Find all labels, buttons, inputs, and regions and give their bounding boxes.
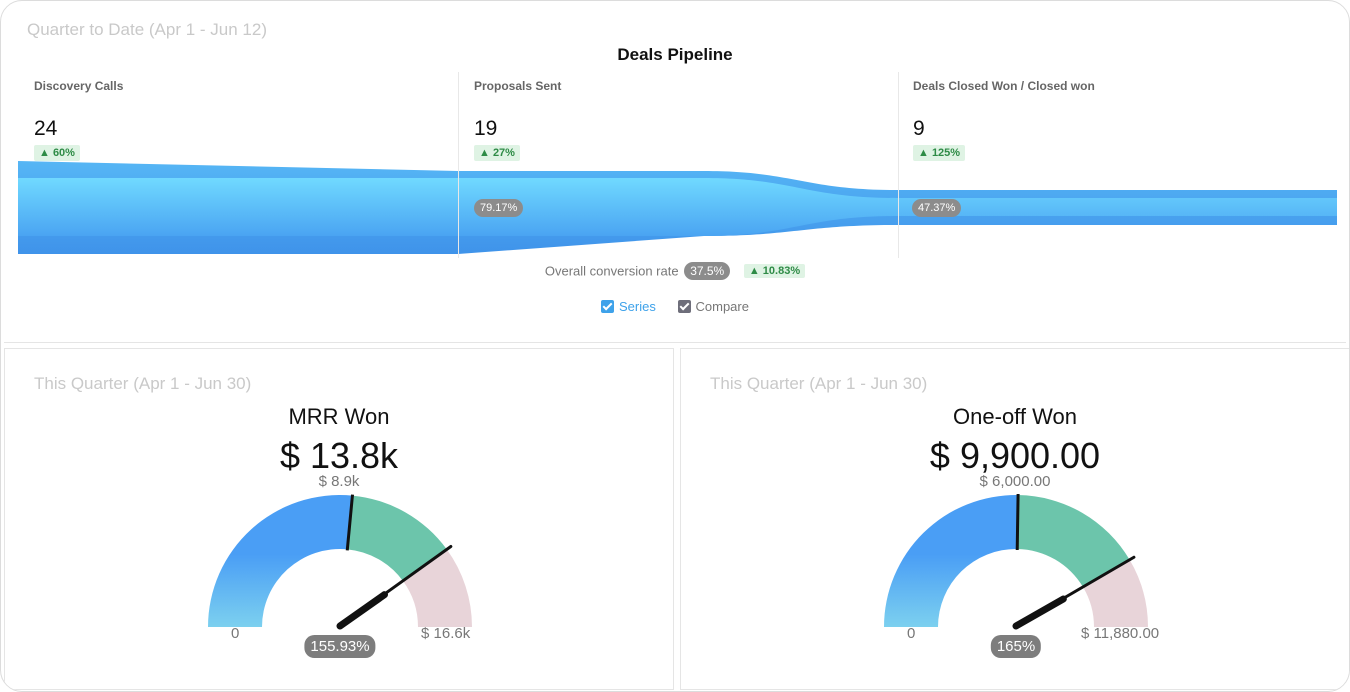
stage-delta-discovery: ▲ 60%	[34, 145, 80, 161]
checkbox-checked-icon[interactable]	[677, 300, 691, 314]
overall-conversion: Overall conversion rate 37.5% ▲ 10.83%	[4, 262, 1346, 280]
one-off-won-panel: This Quarter (Apr 1 - Jun 30) One-off Wo…	[680, 348, 1349, 690]
pipeline-period-subtitle: Quarter to Date (Apr 1 - Jun 12)	[27, 20, 267, 39]
gauge-percent-pill: 165%	[990, 635, 1042, 658]
gauge-target-marker	[345, 494, 355, 551]
pipeline-funnel	[18, 161, 1337, 254]
one-off-gauge	[884, 493, 1148, 630]
stage-divider	[458, 72, 459, 258]
legend-compare-label: Compare	[695, 299, 749, 315]
gauge-percent-pill: 155.93%	[304, 635, 376, 658]
stage-label-discovery: Discovery Calls	[34, 79, 124, 93]
overall-conversion-delta: ▲ 10.83%	[743, 264, 806, 278]
gauge-period-subtitle: This Quarter (Apr 1 - Jun 30)	[34, 374, 252, 393]
legend-series-label: Series	[619, 299, 656, 315]
stage-value-discovery: 24	[34, 117, 58, 140]
gauge-max-label: $ 16.6k	[421, 625, 471, 642]
gauge-needle-base	[1012, 595, 1067, 630]
gauge-max-label: $ 11,880.00	[1081, 625, 1160, 642]
stage-delta-closed-won: ▲ 125%	[913, 145, 966, 161]
mrr-won-panel: This Quarter (Apr 1 - Jun 30) MRR Won $ …	[4, 348, 674, 690]
gauge-segment-target	[884, 495, 1019, 627]
overall-conversion-label: Overall conversion rate	[544, 263, 679, 279]
gauge-min-label: 0	[231, 625, 240, 642]
gauge-segment-won	[1017, 495, 1130, 588]
stage-value-closed-won: 9	[913, 117, 925, 140]
stage-divider	[898, 72, 899, 258]
gauge-value: $ 9,900.00	[929, 435, 1101, 476]
gauge-target: $ 6,000.00	[979, 473, 1051, 490]
gauge-min-label: 0	[907, 625, 916, 642]
gauge-title: MRR Won	[288, 404, 390, 429]
conversion-rate-pill: 79.17%	[474, 199, 524, 217]
gauge-segment-target	[208, 495, 353, 627]
stage-label-proposals: Proposals Sent	[474, 79, 562, 93]
gauge-segment-won	[347, 495, 447, 582]
checkbox-checked-icon[interactable]	[601, 300, 615, 314]
gauge-period-subtitle: This Quarter (Apr 1 - Jun 30)	[710, 374, 928, 393]
funnel-series-band	[18, 178, 1337, 236]
pipeline-title: Deals Pipeline	[617, 45, 733, 64]
mrr-gauge	[208, 494, 472, 630]
stage-value-proposals: 19	[474, 117, 498, 140]
overall-conversion-value: 37.5%	[684, 262, 731, 280]
conversion-rate-pill: 47.37%	[912, 199, 962, 217]
stage-label-closed-won: Deals Closed Won / Closed won	[913, 79, 1095, 93]
gauge-segment-remaining	[1083, 559, 1148, 627]
gauge-value: $ 13.8k	[279, 435, 399, 476]
stage-delta-proposals: ▲ 27%	[474, 145, 520, 161]
pipeline-legend: Series Compare	[4, 298, 1346, 314]
gauge-needle-base	[336, 591, 388, 630]
gauge-title: One-off Won	[953, 404, 1077, 429]
legend-compare-toggle[interactable]: Compare	[677, 299, 749, 315]
gauge-target: $ 8.9k	[318, 473, 360, 490]
legend-series-toggle[interactable]: Series	[601, 299, 656, 314]
gauge-target-marker	[1015, 493, 1020, 551]
deals-pipeline-panel: Quarter to Date (Apr 1 - Jun 12) Deals P…	[4, 4, 1346, 343]
